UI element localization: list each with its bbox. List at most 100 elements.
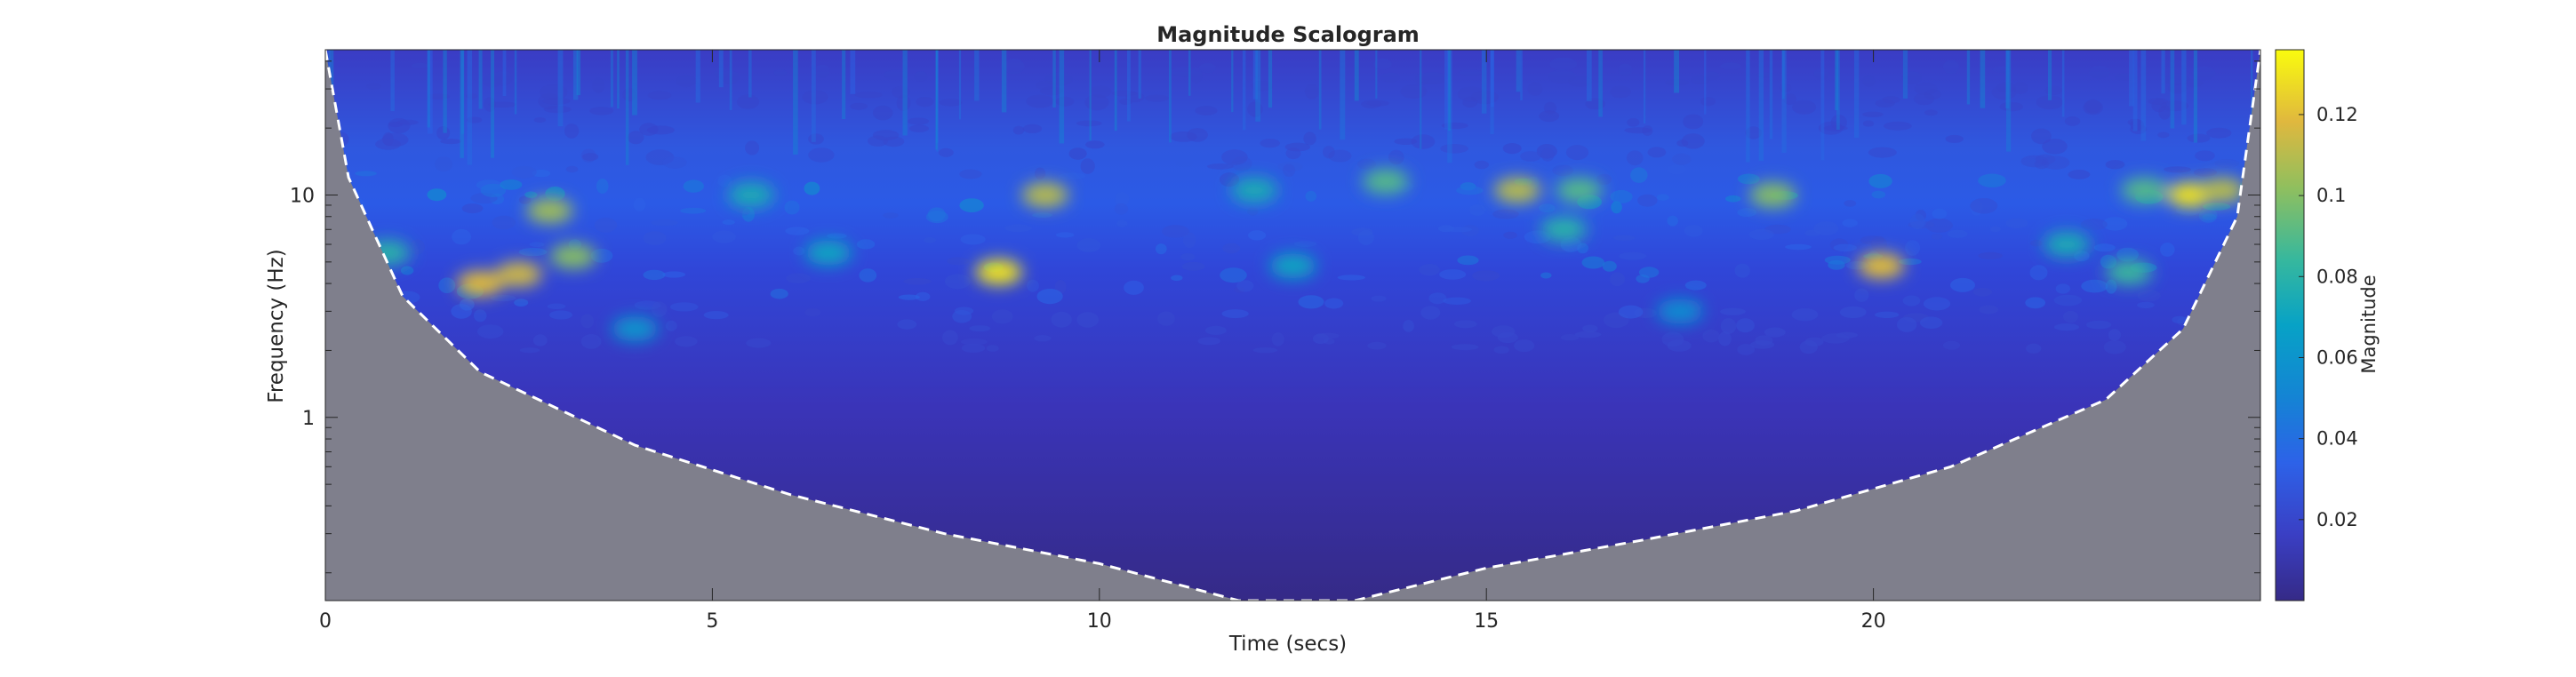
texture-blob (1610, 189, 1633, 203)
texture-blob (1875, 311, 1900, 318)
texture-blob (1626, 150, 1644, 166)
texture-blob (1250, 81, 1274, 92)
texture-blob (1080, 158, 1095, 174)
texture-blob (2036, 95, 2063, 110)
texture-blob (1514, 339, 1535, 353)
texture-blob (1720, 62, 1741, 70)
texture-blob (1403, 320, 1414, 332)
texture-blob (662, 271, 685, 278)
texture-blob (1684, 224, 1703, 237)
texture-blob (540, 84, 568, 100)
texture-blob (1720, 307, 1746, 315)
texture-blob (461, 203, 484, 214)
texture-streak (1231, 50, 1234, 113)
texture-streak (1781, 50, 1787, 153)
y-axis-label: Frequency (Hz) (265, 249, 288, 402)
texture-blob (1469, 203, 1485, 216)
texture-streak (1138, 50, 1141, 99)
colorbar-tick-label: 0.06 (2316, 346, 2358, 368)
texture-streak (2181, 50, 2187, 125)
texture-blob (1206, 163, 1234, 170)
texture-blob (1549, 57, 1578, 71)
texture-streak (460, 50, 465, 134)
texture-blob (452, 228, 471, 245)
texture-blob (1497, 331, 1518, 344)
texture-streak (514, 50, 517, 115)
texture-blob (914, 71, 928, 82)
texture-blob (440, 139, 462, 145)
texture-blob (1932, 208, 1948, 219)
texture-streak (729, 50, 732, 110)
texture-blob (1914, 82, 1938, 96)
hotspot (549, 243, 596, 269)
texture-blob (1428, 292, 1447, 305)
texture-blob (1076, 238, 1101, 252)
texture-blob (1844, 200, 1857, 207)
texture-blob (1090, 85, 1112, 98)
texture-blob (1260, 139, 1280, 148)
texture-blob (669, 302, 699, 312)
texture-streak (1491, 50, 1494, 108)
texture-streak (2048, 50, 2052, 100)
texture-blob (1978, 173, 2006, 187)
texture-blob (959, 169, 982, 179)
texture-streak (576, 50, 580, 96)
texture-streak (1980, 50, 1986, 108)
colorbar-label: Magnitude (2358, 275, 2380, 373)
texture-blob (1902, 295, 1921, 307)
texture-blob (1337, 275, 1366, 281)
texture-blob (1003, 58, 1025, 75)
texture-streak (1188, 50, 1191, 96)
texture-blob (2191, 66, 2216, 81)
y-tick-label: 1 (302, 408, 315, 430)
texture-streak (1444, 50, 1449, 130)
texture-blob (1058, 172, 1085, 180)
texture-blob (808, 147, 835, 163)
hotspot (2121, 178, 2168, 203)
texture-blob (1441, 122, 1468, 130)
texture-blob (665, 320, 677, 331)
texture-blob (1190, 67, 1203, 84)
texture-blob (850, 102, 868, 110)
texture-blob (1756, 72, 1773, 78)
texture-blob (1219, 172, 1240, 187)
texture-blob (1036, 289, 1063, 305)
texture-blob (1667, 215, 1678, 227)
texture-blob (680, 207, 707, 214)
texture-blob (1684, 280, 1707, 291)
texture-blob (1661, 331, 1684, 347)
texture-streak (1835, 50, 1838, 110)
texture-blob (2005, 218, 2028, 229)
texture-streak (617, 50, 620, 109)
texture-blob (1172, 67, 1196, 77)
texture-blob (1611, 201, 1622, 214)
texture-streak (1354, 50, 1359, 101)
texture-streak (1255, 50, 1261, 122)
texture-streak (1746, 50, 1750, 163)
texture-blob (784, 200, 800, 215)
texture-blob (529, 242, 545, 248)
texture-blob (580, 334, 602, 349)
texture-blob (703, 311, 729, 320)
texture-streak (936, 50, 939, 143)
hotspot (1749, 182, 1796, 208)
texture-blob (1084, 94, 1109, 111)
texture-streak (958, 50, 962, 120)
texture-blob (1116, 219, 1128, 227)
texture-blob (683, 179, 704, 193)
texture-blob (924, 236, 936, 243)
texture-blob (1884, 121, 1912, 131)
texture-blob (2102, 217, 2128, 231)
hotspot (1021, 182, 1068, 208)
texture-blob (2080, 219, 2108, 231)
texture-blob (1914, 92, 1935, 106)
y-tick-label: 10 (290, 185, 315, 207)
texture-blob (1813, 68, 1829, 81)
texture-blob (2035, 154, 2056, 165)
texture-blob (1681, 133, 1705, 149)
texture-blob (1901, 71, 1922, 84)
texture-blob (1785, 243, 1812, 251)
texture-blob (436, 126, 451, 140)
texture-blob (1357, 229, 1374, 245)
texture-streak (748, 50, 752, 98)
